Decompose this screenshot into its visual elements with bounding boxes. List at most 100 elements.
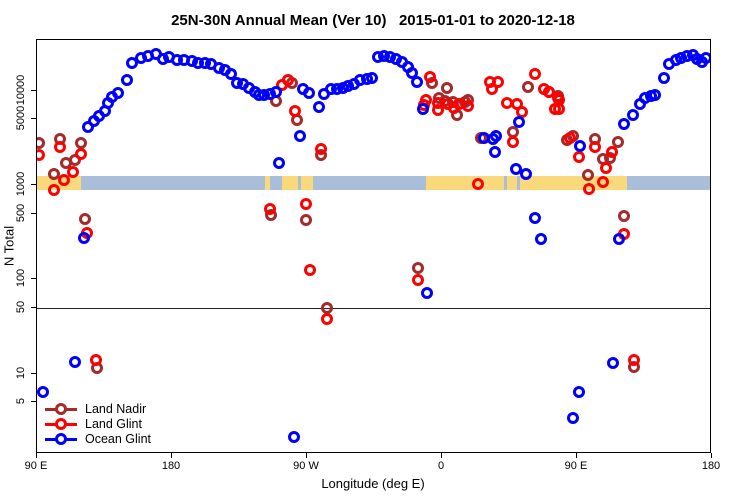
y-axis-tick-label: 10 [15,366,27,379]
x-axis-tick [441,453,442,458]
y-axis-tick [31,400,36,402]
data-point-land-glint [412,273,424,286]
ocean-glint-marker-icon [45,432,77,445]
data-point-ocean-glint [77,232,90,244]
data-point-ocean-glint [658,72,670,85]
y-axis-tick [31,184,36,186]
data-point-land-glint [572,151,585,164]
data-point-land-glint [47,183,60,196]
data-point-land-glint [304,263,316,276]
data-point-ocean-glint [626,109,639,122]
data-point-ocean-glint [365,72,378,85]
data-point-ocean-glint [649,89,661,101]
x-axis-tick [36,453,37,458]
data-point-land-nadir [47,167,60,180]
data-point-land-glint [553,103,565,115]
legend: Land Nadir Land Glint Ocean Glint [45,401,151,446]
data-point-land-nadir [320,301,333,314]
x-axis-tick-label: 180 [161,460,181,472]
y-axis-tick [31,90,36,91]
surface-band-segment-land [425,176,504,190]
data-point-land-glint [424,70,436,83]
y-axis-tick-label: 100 [15,269,27,288]
data-point-land-glint [37,149,45,162]
data-point-land-nadir [299,213,312,226]
data-point-land-glint [314,143,327,156]
data-point-ocean-glint [293,129,306,142]
surface-band-segment-ocean [626,176,710,190]
data-point-ocean-glint [272,157,285,169]
y-axis-tick [31,118,36,120]
x-axis-tick [171,453,172,458]
data-point-ocean-glint [700,52,710,65]
x-axis-tick [576,453,577,458]
data-point-land-glint [320,312,333,325]
data-point-ocean-glint [416,103,429,115]
data-point-land-glint [289,105,301,118]
data-point-land-nadir [617,209,630,222]
y-axis-tick [31,212,36,214]
x-axis-tick [306,453,307,458]
y-axis-tick-label: 5000 [15,106,27,131]
data-point-land-glint [542,86,555,99]
data-point-land-glint [589,140,601,153]
legend-label: Ocean Glint [85,431,152,446]
surface-band-segment-land [506,176,517,190]
x-axis-tick-label: 90 W [293,460,319,472]
legend-label: Land Nadir [85,401,147,416]
data-point-land-glint [529,68,541,81]
data-point-land-nadir [440,81,453,94]
data-point-ocean-glint [488,146,501,159]
data-point-ocean-glint [224,68,237,81]
data-point-ocean-glint [121,73,133,86]
legend-item-land-glint: Land Glint [45,416,151,431]
y-axis-tick-label: 5 [15,397,27,404]
data-point-land-glint [89,354,102,367]
data-point-ocean-glint [302,86,315,99]
legend-item-ocean-glint: Ocean Glint [45,431,151,446]
data-point-ocean-glint [572,385,585,398]
data-point-land-glint [491,75,504,88]
y-axis-tick [31,278,36,280]
data-point-land-glint [461,100,474,112]
x-axis-tick-label: 180 [701,460,721,472]
data-point-ocean-glint [313,101,325,114]
surface-band-segment-ocean [298,176,301,190]
data-point-ocean-glint [37,385,49,398]
data-point-ocean-glint [607,357,619,370]
data-point-land-glint [299,198,312,211]
x-axis-tick-label: 90 E [564,460,588,472]
y-axis-title: N Total [1,225,17,267]
land-nadir-marker-icon [45,402,77,415]
data-point-land-glint [596,176,609,189]
y-axis-tick-label: 500 [15,203,27,222]
data-point-land-glint [628,354,640,367]
y-axis-tick-label: 1000 [15,171,27,197]
data-point-ocean-glint [509,162,522,175]
data-point-ocean-glint [490,129,502,142]
surface-band-segment-land [265,176,270,190]
surface-band-segment-land [520,176,627,190]
data-point-ocean-glint [269,86,282,99]
y-axis-tick [31,372,36,374]
y-axis-tick [31,306,36,308]
data-point-ocean-glint [512,115,525,128]
data-point-land-glint [67,166,79,179]
data-point-ocean-glint [520,167,532,180]
surface-band-segment-ocean [503,176,507,190]
surface-band-segment-land [301,176,313,190]
data-point-land-glint [583,183,595,196]
x-axis-title: Longitude (deg E) [321,476,425,491]
data-point-ocean-glint [112,86,124,99]
data-point-land-glint [506,135,519,148]
surface-band-segment-ocean [269,176,282,190]
data-point-land-glint [275,78,288,91]
data-point-ocean-glint [574,139,586,152]
data-point-land-glint [563,132,576,144]
y-axis-tick-label: 50 [15,300,27,313]
data-point-land-glint [263,202,276,215]
data-point-land-nadir [37,136,45,149]
surface-band-segment-land [281,176,298,190]
plot-area: Land Nadir Land Glint Ocean Glint [36,39,711,453]
